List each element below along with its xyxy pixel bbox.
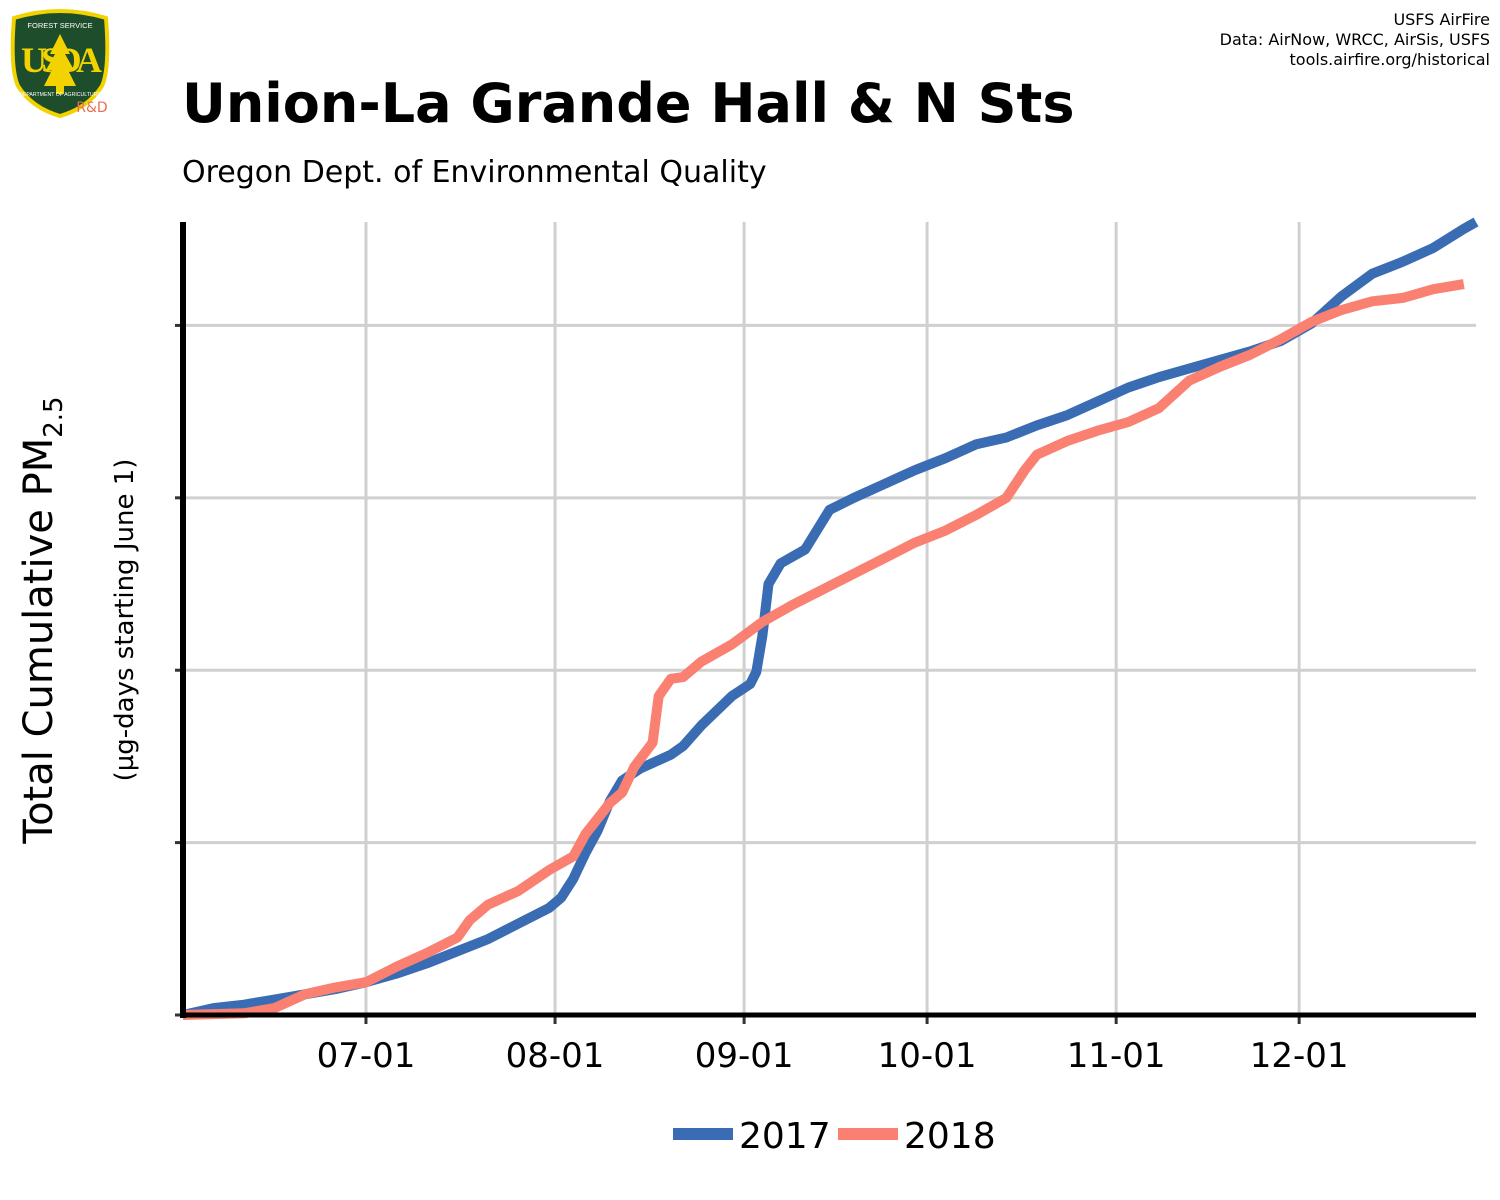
credit-line: Data: AirNow, WRCC, AirSis, USFS [1219,30,1490,49]
x-tick-label: 07-01 [317,1036,416,1076]
axes [175,222,1476,1024]
legend-label-2017: 2017 [739,1116,831,1157]
chart-subtitle: Oregon Dept. of Environmental Quality [182,155,767,190]
tree-icon [44,34,76,94]
x-tick-label: 09-01 [695,1036,794,1076]
usda-forest-service-logo: FOREST SERVICE USDA DEPARTMENT OF AGRICU… [10,9,110,119]
x-tick-label: 08-01 [506,1036,605,1076]
legend: 2017 2018 [673,1116,996,1157]
grid [183,222,1476,1015]
y-axis-label-subscript: 2.5 [39,396,69,437]
logo-top-text: FOREST SERVICE [27,21,92,30]
legend-label-2018: 2018 [904,1116,996,1157]
credit-line: tools.airfire.org/historical [1289,50,1490,69]
x-tick-label: 10-01 [878,1036,977,1076]
series-line-2018 [182,279,1465,1020]
logo-badge: R&D [76,100,107,116]
y-axis-label-main: Total Cumulative PM [16,438,62,845]
logo-bottom-text: DEPARTMENT OF AGRICULTURE [19,92,101,98]
x-tick-label: 11-01 [1067,1036,1166,1076]
credit-line: USFS AirFire [1393,10,1490,29]
chart-title: Union-La Grande Hall & N Sts [182,72,1075,135]
series-layer [181,217,1479,1020]
series-line-2017 [181,217,1479,1020]
x-tick-label: 12-01 [1250,1036,1349,1076]
tick-labels: 07-01 08-01 09-01 10-01 11-01 12-01 [317,1036,1349,1076]
y-axis-label: Total Cumulative PM2.5 [16,396,69,844]
y-axis-units: (µg-days starting June 1) [110,459,140,782]
credits: USFS AirFire Data: AirNow, WRCC, AirSis,… [1220,10,1490,70]
